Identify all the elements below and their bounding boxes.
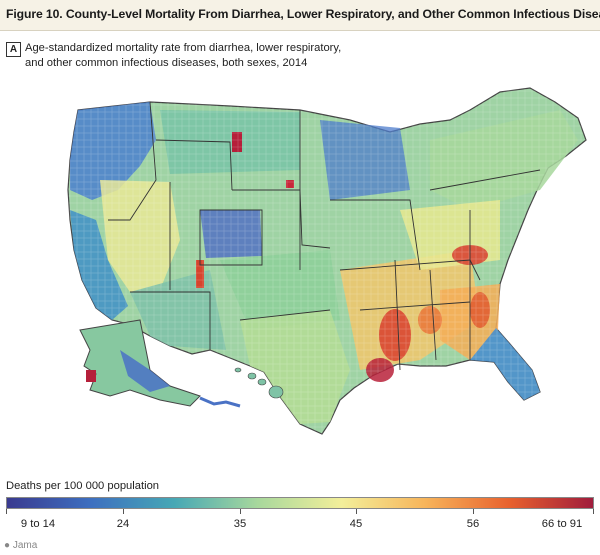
legend-tick: [240, 509, 241, 514]
image-credit: ● Jama: [4, 540, 37, 551]
legend-tick: [356, 509, 357, 514]
choropleth-map: [67, 87, 587, 435]
legend-tick: [473, 509, 474, 514]
legend-tick-label: 66 to 91: [541, 518, 583, 530]
hawaii-island-1: [234, 367, 242, 373]
alaska-blue: [120, 350, 170, 392]
panel-label: A: [6, 42, 21, 57]
state-borders: [108, 101, 541, 371]
panel-subtitle-line-2: and other common infectious diseases, bo…: [25, 57, 308, 69]
hawaii-island-2: [247, 372, 257, 380]
legend-tick-label: 45: [349, 518, 363, 530]
legend-tick-label: 56: [466, 518, 480, 530]
legend-color-bar: [6, 497, 594, 509]
hawaii-island-3: [257, 378, 267, 386]
legend-title: Deaths per 100 000 population: [6, 480, 160, 492]
legend-tick-label: 24: [116, 518, 130, 530]
legend-tick: [593, 509, 594, 514]
hawaii: [234, 367, 284, 399]
alaska-shape: [79, 319, 201, 407]
credit-dot-icon: ●: [4, 540, 13, 551]
panel-subtitle: Age-standardized mortality rate from dia…: [25, 41, 385, 71]
figure-title-bar: Figure 10. County-Level Mortality From D…: [0, 0, 600, 31]
legend-tick: [6, 509, 7, 514]
credit-text: Jama: [12, 540, 38, 551]
hawaii-island-4: [268, 385, 284, 399]
figure-title: Figure 10. County-Level Mortality From D…: [6, 7, 600, 21]
legend-tick-label: 35: [233, 518, 247, 530]
alaska-hotspot: [86, 370, 96, 382]
county-texture: [68, 88, 586, 434]
legend-tick: [123, 509, 124, 514]
legend-tick-label: 9 to 14: [20, 518, 56, 530]
alaska: [79, 319, 241, 408]
panel-subtitle-line-1: Age-standardized mortality rate from dia…: [25, 42, 342, 54]
aleutian-islands: [199, 396, 241, 408]
